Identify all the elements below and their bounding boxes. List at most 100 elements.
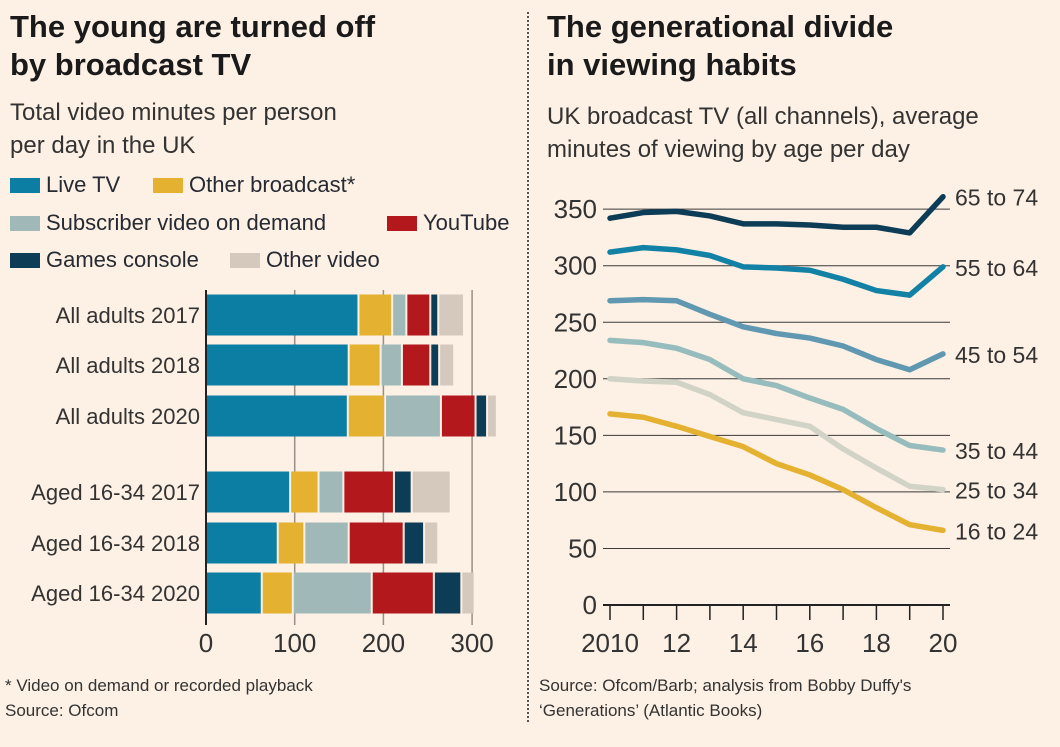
category-label: All adults 2020 <box>56 404 200 429</box>
y-tick-label: 0 <box>583 590 597 620</box>
x-tick-label: 12 <box>662 628 691 658</box>
right-source-line1: Source: Ofcom/Barb; analysis from Bobby … <box>539 676 912 695</box>
right-title: The generational divide in viewing habit… <box>547 8 893 84</box>
bar-segment <box>278 522 304 564</box>
category-label: Aged 16-34 2020 <box>31 581 200 606</box>
category-label: All adults 2017 <box>56 303 200 328</box>
left-title-line2: by broadcast TV <box>10 47 252 82</box>
right-source-line2: ‘Generations’ (Atlantic Books) <box>539 701 763 720</box>
bar-segment <box>407 294 430 336</box>
bar-segment <box>206 344 348 386</box>
bar-segment <box>404 522 424 564</box>
series-line <box>607 244 946 298</box>
series-label: 55 to 64 <box>955 255 1038 281</box>
bar-segment <box>319 471 343 513</box>
series-line <box>607 193 946 236</box>
x-tick-label: 300 <box>450 628 493 658</box>
legend-swatch <box>10 177 40 193</box>
series-label: 35 to 44 <box>955 438 1038 464</box>
bar-segment <box>439 294 464 336</box>
left-source: Source: Ofcom <box>5 701 119 720</box>
right-subtitle-line1: UK broadcast TV (all channels), average <box>547 103 979 130</box>
bar-segment <box>441 395 475 437</box>
bar-segment <box>386 395 440 437</box>
x-tick-label: 16 <box>795 628 824 658</box>
right-source: Source: Ofcom/Barb; analysis from Bobby … <box>539 673 911 723</box>
bar-segment <box>431 294 438 336</box>
right-subtitle: UK broadcast TV (all channels), average … <box>547 100 979 166</box>
x-tick-label: 14 <box>729 628 758 658</box>
x-tick-label: 2010 <box>581 628 639 658</box>
bar-segment <box>305 522 348 564</box>
left-subtitle-line2: per day in the UK <box>10 132 196 159</box>
x-tick-label: 20 <box>929 628 958 658</box>
right-title-line2: in viewing habits <box>547 47 797 82</box>
left-title-line1: The young are turned off <box>10 9 376 44</box>
y-tick-label: 250 <box>554 307 597 337</box>
legend-item: Games console <box>10 247 199 273</box>
bar-segment <box>206 471 290 513</box>
x-tick-label: 0 <box>199 628 213 658</box>
bar-segment <box>348 395 385 437</box>
legend-label: Live TV <box>46 172 121 197</box>
bar-segment <box>293 572 371 614</box>
left-subtitle: Total video minutes per person per day i… <box>10 96 337 162</box>
bar-segment <box>412 471 450 513</box>
legend-item: Subscriber video on demand <box>10 210 326 236</box>
series-line <box>607 411 946 534</box>
bar-segment <box>349 522 403 564</box>
y-tick-label: 150 <box>554 420 597 450</box>
legend-label: Games console <box>46 247 199 272</box>
x-tick-label: 100 <box>273 628 316 658</box>
left-subtitle-line1: Total video minutes per person <box>10 99 337 126</box>
y-tick-label: 50 <box>568 533 597 563</box>
series-label: 25 to 34 <box>955 478 1038 504</box>
legend-item: YouTube <box>387 210 509 236</box>
series-line <box>607 337 946 453</box>
category-label: Aged 16-34 2018 <box>31 531 200 556</box>
bar-segment <box>425 522 438 564</box>
bar-segment <box>434 572 461 614</box>
bar-segment <box>431 344 439 386</box>
bar-segment <box>291 471 318 513</box>
footnote: * Video on demand or recorded playback <box>5 676 313 695</box>
legend-swatch <box>10 252 40 268</box>
bar-segment <box>262 572 292 614</box>
bar-segment <box>462 572 474 614</box>
bar-segment <box>488 395 496 437</box>
series-label: 16 to 24 <box>955 518 1038 544</box>
right-title-line1: The generational divide <box>547 9 894 44</box>
left-footnotes: * Video on demand or recorded playback S… <box>5 673 313 723</box>
bar-segment <box>394 471 411 513</box>
bar-segment <box>381 344 401 386</box>
right-subtitle-line2: minutes of viewing by age per day <box>547 136 910 163</box>
legend-label: YouTube <box>423 210 510 235</box>
bar-segment <box>344 471 393 513</box>
bar-segment <box>206 522 277 564</box>
x-tick-label: 200 <box>362 628 405 658</box>
bar-segment <box>206 395 347 437</box>
legend-swatch <box>153 177 183 193</box>
bar-segment <box>349 344 380 386</box>
bar-segment <box>206 572 261 614</box>
bar-segment <box>206 294 358 336</box>
category-label: All adults 2018 <box>56 353 200 378</box>
legend-label: Other broadcast* <box>189 172 356 197</box>
divider <box>527 12 529 722</box>
series-label: 65 to 74 <box>955 185 1038 211</box>
y-tick-label: 200 <box>554 364 597 394</box>
series-line <box>607 296 946 373</box>
legend-label: Other video <box>266 247 380 272</box>
legend-item: Other video <box>230 247 380 273</box>
legend-swatch <box>230 252 260 268</box>
y-tick-label: 300 <box>554 251 597 281</box>
left-title: The young are turned off by broadcast TV <box>10 8 375 84</box>
legend-item: Live TV <box>10 172 120 198</box>
bar-segment <box>402 344 430 386</box>
legend-swatch <box>387 215 417 231</box>
category-label: Aged 16-34 2017 <box>31 480 200 505</box>
bar-segment <box>372 572 433 614</box>
bar-segment <box>476 395 487 437</box>
